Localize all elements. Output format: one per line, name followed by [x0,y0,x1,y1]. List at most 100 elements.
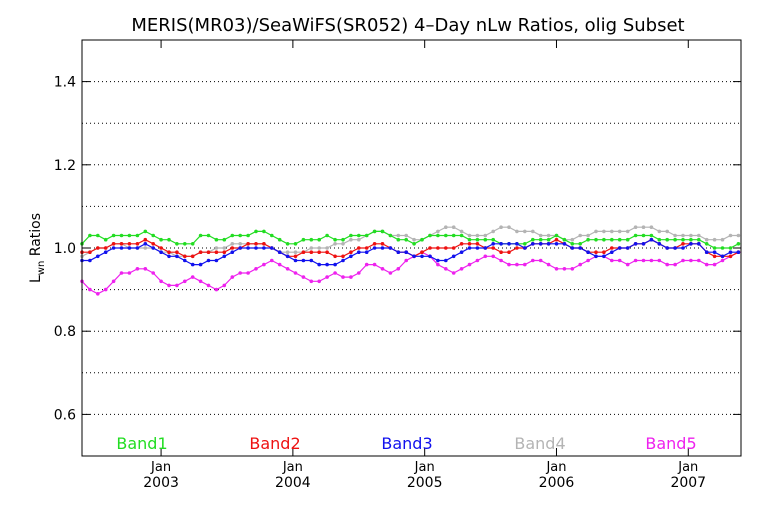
band2-point [467,242,472,246]
band2-point [380,242,385,246]
band5-point [625,262,630,267]
band5-point [190,275,195,279]
band1-point [254,229,258,234]
band3-point [111,246,116,250]
band5-point [349,275,353,279]
band2-point [602,250,606,254]
band4-point [523,229,527,234]
band5-point [167,283,171,288]
band4-point [578,233,582,238]
band3-point [720,254,725,259]
x-tick-label-month: Jan [414,460,435,475]
band2-point [428,246,432,250]
band5-point [444,267,448,271]
band1-point [103,237,108,242]
band4-point [214,246,219,250]
band1-point [127,233,132,238]
band2-point [206,250,211,254]
band3-point [681,246,685,250]
band5-point [214,287,219,292]
band2-point [372,242,377,246]
band3-point [515,242,519,246]
band4-point [396,233,401,238]
band3-point [372,246,377,250]
band2-point [712,254,717,259]
band5-point [183,279,187,284]
y-axis-ticks: 0.6 0.8 1.0 1.2 1.4 [54,75,741,423]
band4-point [467,233,472,238]
band1-point [301,237,306,242]
band5-point [570,267,575,271]
band5-point [96,292,100,296]
band3-point [641,242,646,246]
band5-point [159,279,163,284]
band3-point [206,258,211,263]
band1-point [388,233,393,238]
band1-point [270,233,274,238]
band1-point [665,237,669,242]
band1-point [238,233,242,238]
band5-point [151,271,155,275]
band1-point [451,233,456,238]
band1-point [444,233,448,238]
band2-point [111,242,116,246]
band5-point [317,279,322,284]
band4-point [349,237,353,242]
band1-point [380,229,385,234]
x-tick-label-month: Jan [545,460,566,475]
band3-point [238,246,242,250]
band1-point [617,237,622,242]
band3-point [183,258,187,263]
band1-point [633,233,638,238]
band1-point [475,237,480,242]
band4-point [697,233,701,238]
band1-point [649,233,654,238]
band4-point [681,233,685,238]
band4-point [546,233,551,238]
band1-point [736,242,741,246]
band3-point [594,254,598,259]
band3-point [736,250,741,254]
band4-point [333,242,337,246]
band5-point [388,271,393,275]
band2-point [301,250,306,254]
band4-point [594,229,598,234]
band1-point [436,233,440,238]
band1-point [135,233,140,238]
band1-point [119,233,124,238]
x-tick-label-year: 2004 [275,475,311,491]
band5-point [554,267,559,271]
band1-point [325,233,329,238]
band5-point [483,254,488,259]
band1-point [333,237,337,242]
band5-point [499,258,503,263]
band3-point [436,258,440,263]
band2-point [341,254,345,259]
band3-point [357,250,361,254]
band5-point [103,287,108,292]
band3-point [704,250,709,254]
band4-point [404,233,409,238]
band1-point [167,237,171,242]
band5-point [135,267,140,271]
band5-point [277,262,282,267]
band2-point [88,250,92,254]
band2-point [728,254,733,259]
band3-point [546,242,551,246]
band5-point [681,258,685,263]
band2-point [246,242,250,246]
legend-band5: Band5 [645,434,696,453]
band5-point [372,262,377,267]
band3-point [317,262,322,267]
band3-point [570,246,575,250]
band3-point [159,250,163,254]
band1-point [602,237,606,242]
band2-point [325,250,329,254]
band3-point [246,246,250,250]
band3-point [135,246,140,250]
band5-point [617,258,622,263]
band1-point [214,237,219,242]
band3-point [364,250,369,254]
band1-point [625,237,630,242]
band3-point [270,246,274,250]
